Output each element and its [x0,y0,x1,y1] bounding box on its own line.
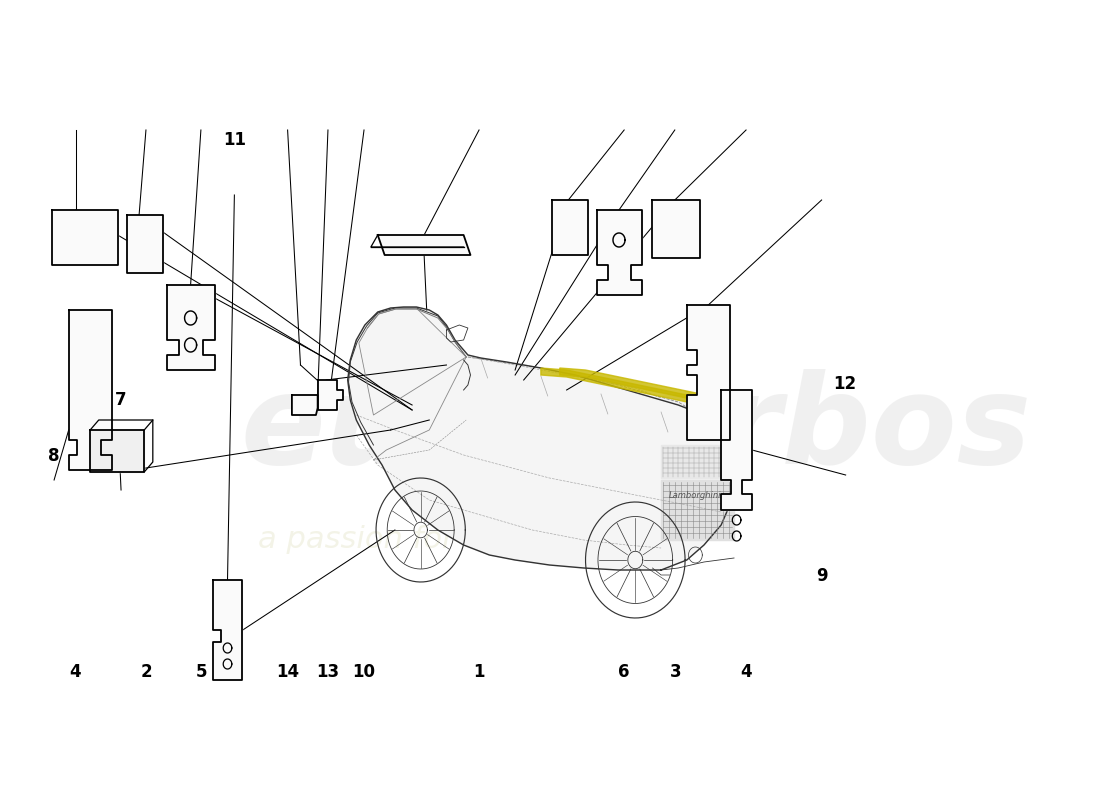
Polygon shape [90,430,144,472]
Text: a passion for cars since 1985: a passion for cars since 1985 [257,526,704,554]
Polygon shape [52,210,119,265]
Text: 1: 1 [473,663,484,681]
Polygon shape [652,200,700,258]
Text: 12: 12 [834,375,857,393]
Polygon shape [213,580,242,680]
Polygon shape [560,368,723,404]
Text: Lamborghini: Lamborghini [669,490,722,499]
Text: 6: 6 [617,663,629,681]
Text: 4: 4 [740,663,752,681]
Polygon shape [318,380,343,410]
Polygon shape [552,200,589,255]
Polygon shape [292,395,318,415]
Text: 9: 9 [816,567,827,585]
Text: 7: 7 [116,391,127,409]
Text: 11: 11 [222,131,245,149]
Text: eurocarbos: eurocarbos [241,370,1032,490]
Polygon shape [167,285,214,370]
Polygon shape [661,480,734,540]
Polygon shape [661,445,729,478]
Text: 4: 4 [69,663,81,681]
Polygon shape [722,390,752,510]
Text: 8: 8 [48,447,59,465]
Text: 14: 14 [276,663,299,681]
Text: 2: 2 [141,663,152,681]
Text: 10: 10 [352,663,375,681]
Polygon shape [596,210,642,295]
Polygon shape [686,305,729,440]
Text: 13: 13 [316,663,339,681]
Polygon shape [348,307,734,570]
Text: 3: 3 [670,663,681,681]
Text: 5: 5 [196,663,207,681]
Polygon shape [541,368,704,404]
Polygon shape [377,235,471,255]
Polygon shape [68,310,111,470]
Polygon shape [128,215,163,273]
